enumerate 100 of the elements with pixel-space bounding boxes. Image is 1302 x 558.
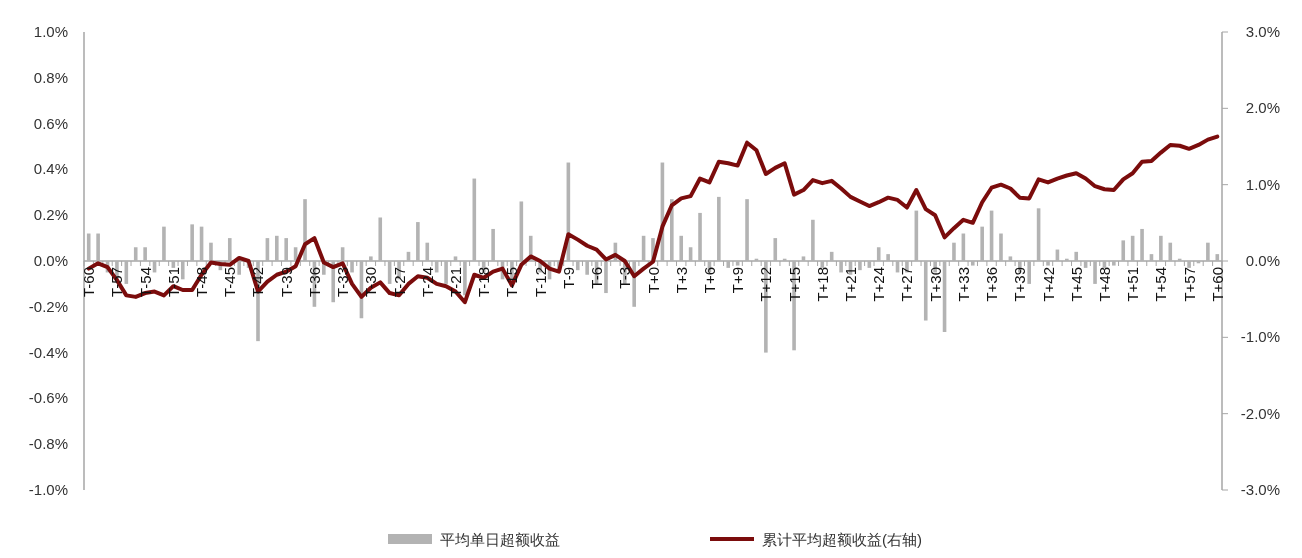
bar <box>86 233 91 261</box>
x-tick-label: T-12 <box>531 267 549 298</box>
y2-tick-label: 1.0% <box>1245 175 1280 193</box>
y-tick-label: 0.2% <box>33 206 68 224</box>
bar <box>811 219 815 261</box>
bar <box>1168 242 1173 261</box>
bar <box>999 233 1003 261</box>
y-tick-label: 0.0% <box>33 252 68 269</box>
y2-tick-label: 2.0% <box>1245 99 1280 117</box>
bar <box>1187 261 1191 268</box>
bar <box>980 226 984 261</box>
bar <box>237 261 241 275</box>
y2-tick-label: 0.0% <box>1245 252 1280 269</box>
bar <box>726 261 731 268</box>
bar <box>1008 256 1013 261</box>
bar <box>745 199 749 261</box>
bar <box>190 224 194 261</box>
x-tick-label: T+39 <box>1011 267 1029 302</box>
x-tick-label: T-27 <box>390 267 408 298</box>
bar <box>886 254 890 261</box>
y2-tick-label: -3.0% <box>1240 481 1280 498</box>
x-tick-label: T+27 <box>898 267 916 302</box>
y-tick-label: -0.8% <box>28 435 68 453</box>
x-tick-label: T+51 <box>1124 267 1142 302</box>
y-tick-label: -0.4% <box>28 343 68 361</box>
bar <box>698 212 702 261</box>
x-tick-label: T+6 <box>700 267 718 294</box>
bar <box>820 261 825 268</box>
y-tick-label: 0.8% <box>33 68 68 86</box>
x-tick-label: T+48 <box>1095 267 1113 302</box>
x-tick-label: T-3 <box>616 267 634 289</box>
x-tick-label: T-18 <box>475 267 493 298</box>
bar <box>209 242 213 261</box>
bar <box>735 261 740 266</box>
y-tick-label: 0.6% <box>33 114 68 132</box>
bar <box>1121 240 1126 261</box>
x-tick-label: T-6 <box>588 267 606 289</box>
bar <box>952 242 956 261</box>
bar <box>839 261 843 273</box>
bar <box>491 228 495 261</box>
x-tick-label: T-21 <box>447 267 464 298</box>
bar <box>133 247 138 261</box>
bar <box>717 196 721 261</box>
bar <box>96 233 100 261</box>
y-tick-label: -0.2% <box>28 297 68 315</box>
x-tick-label: T+24 <box>870 267 888 302</box>
bar <box>369 256 373 261</box>
bar <box>162 226 166 261</box>
bar <box>876 247 881 261</box>
x-tick-label: T-51 <box>164 267 182 298</box>
bar <box>923 261 928 321</box>
bar <box>1140 228 1144 261</box>
x-tick-label: T-57 <box>108 267 126 298</box>
x-tick-label: T+33 <box>954 267 972 302</box>
x-tick-label: T-24 <box>418 267 436 298</box>
bar <box>143 247 147 261</box>
y-tick-label: -0.6% <box>28 389 68 407</box>
bar <box>1046 261 1050 266</box>
x-tick-label: T+36 <box>983 267 1001 302</box>
bar <box>801 256 806 261</box>
bar <box>1074 251 1079 261</box>
bar <box>1159 235 1163 261</box>
x-tick-label: T-9 <box>559 267 577 289</box>
x-tick-label: T-45 <box>221 267 239 298</box>
x-tick-label: T-33 <box>334 267 352 298</box>
bar <box>575 261 580 271</box>
x-tick-label: T+30 <box>926 267 944 302</box>
x-tick-label: T+15 <box>785 267 803 302</box>
x-tick-label: T-48 <box>193 267 211 298</box>
bar <box>378 217 383 261</box>
x-tick-label: T+3 <box>672 267 690 294</box>
bar <box>350 261 354 273</box>
bar <box>1093 261 1097 284</box>
bar <box>585 261 589 275</box>
x-tick-label: T+0 <box>644 267 662 294</box>
y-tick-label: 0.4% <box>33 160 68 178</box>
x-tick-label: T+42 <box>1039 267 1057 302</box>
bar <box>1112 261 1116 266</box>
x-tick-label: T+60 <box>1208 267 1226 302</box>
bar <box>970 261 975 266</box>
bar <box>604 261 608 294</box>
bar <box>425 242 430 261</box>
x-tick-label: T-36 <box>305 267 323 298</box>
bar <box>416 222 420 261</box>
bar <box>1215 254 1220 261</box>
bar <box>679 235 684 261</box>
bar <box>444 261 448 284</box>
x-tick-label: T-30 <box>362 267 380 298</box>
bar <box>1206 242 1210 261</box>
legend-label: 平均单日超额收益 <box>440 531 560 548</box>
bar <box>275 235 279 261</box>
x-tick-label: T-54 <box>136 267 154 298</box>
bar <box>463 261 467 296</box>
bar <box>1027 261 1031 284</box>
x-tick-label: T+54 <box>1152 267 1170 302</box>
x-tick-label: T-42 <box>249 267 267 298</box>
x-tick-label: T+57 <box>1180 267 1198 302</box>
x-tick-label: T+18 <box>813 267 831 302</box>
x-tick-label: T+45 <box>1067 267 1085 302</box>
bar <box>858 261 862 271</box>
